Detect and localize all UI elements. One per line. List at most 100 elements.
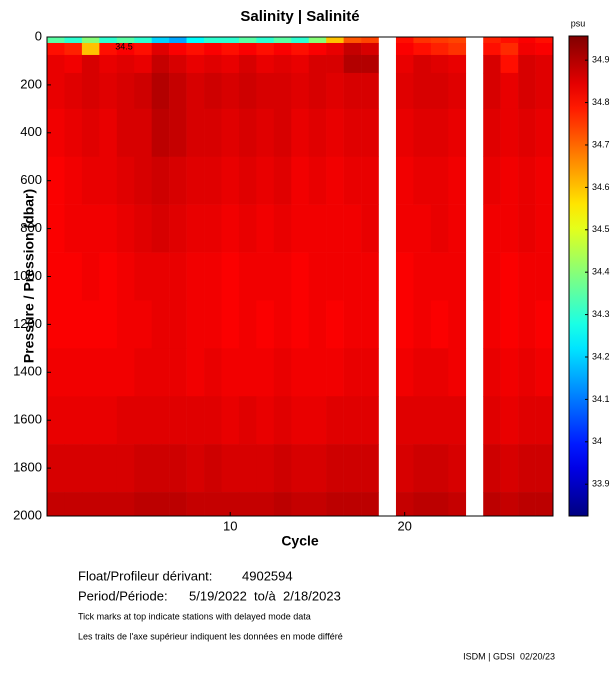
heatmap-cell bbox=[186, 156, 205, 205]
heatmap-cell bbox=[535, 204, 554, 253]
heatmap-cell bbox=[326, 204, 344, 253]
heatmap-cell bbox=[430, 42, 449, 56]
heatmap-cell bbox=[81, 54, 100, 74]
heatmap-cell bbox=[81, 37, 100, 44]
heatmap-cell bbox=[448, 492, 467, 517]
heatmap-cell bbox=[343, 396, 362, 445]
heatmap-cell bbox=[500, 42, 519, 56]
heatmap-cell bbox=[47, 444, 65, 493]
note-en: Tick marks at top indicate stations with… bbox=[78, 611, 311, 621]
heatmap-cell bbox=[169, 204, 187, 253]
heatmap-cell bbox=[483, 396, 501, 445]
note-fr: Les traits de l'axe supérieur indiquent … bbox=[78, 631, 343, 641]
heatmap-cell bbox=[361, 348, 379, 397]
heatmap-cell bbox=[395, 300, 414, 349]
heatmap-cell bbox=[151, 204, 170, 253]
y-tick-label: 600 bbox=[20, 172, 42, 187]
heatmap-cell bbox=[116, 156, 135, 205]
y-tick-label: 400 bbox=[20, 124, 42, 139]
heatmap-cell bbox=[308, 348, 327, 397]
credit: ISDM | GDSI 02/20/23 bbox=[463, 651, 555, 661]
heatmap-cell bbox=[343, 204, 362, 253]
heatmap-cell bbox=[395, 444, 414, 493]
heatmap-cell bbox=[47, 396, 65, 445]
heatmap-cell bbox=[221, 42, 240, 56]
heatmap-cell bbox=[430, 252, 449, 301]
heatmap-cell bbox=[116, 300, 135, 349]
heatmap-cell bbox=[518, 492, 536, 517]
heatmap-cell bbox=[448, 204, 467, 253]
heatmap-cell bbox=[535, 396, 554, 445]
heatmap-cell bbox=[308, 156, 327, 205]
heatmap-cell bbox=[500, 108, 519, 158]
heatmap-cell bbox=[343, 444, 362, 493]
heatmap-cell bbox=[291, 492, 310, 517]
heatmap-cell bbox=[308, 37, 327, 44]
heatmap-cell bbox=[500, 492, 519, 517]
period-label: Period/Période: bbox=[78, 588, 168, 603]
x-tick-label: 10 bbox=[223, 518, 237, 533]
plot-area bbox=[47, 37, 554, 517]
heatmap-cell bbox=[273, 54, 292, 74]
heatmap-cell bbox=[395, 204, 414, 253]
heatmap-cell bbox=[256, 444, 275, 493]
heatmap-cell bbox=[238, 492, 257, 517]
float-label: Float/Profileur dérivant: bbox=[78, 568, 212, 583]
heatmap-cell bbox=[448, 348, 467, 397]
heatmap-cell bbox=[238, 300, 257, 349]
heatmap-cell bbox=[204, 492, 222, 517]
heatmap-cell bbox=[361, 492, 379, 517]
heatmap-cell bbox=[238, 108, 257, 158]
heatmap-cell bbox=[308, 54, 327, 74]
heatmap-cell bbox=[64, 204, 83, 253]
heatmap-cell bbox=[238, 348, 257, 397]
heatmap-cell bbox=[186, 348, 205, 397]
heatmap-cell bbox=[535, 348, 554, 397]
heatmap-cell bbox=[518, 396, 536, 445]
heatmap-cell bbox=[204, 348, 222, 397]
heatmap-cell bbox=[343, 37, 362, 44]
heatmap-cell bbox=[116, 492, 135, 517]
heatmap-cell bbox=[169, 156, 187, 205]
heatmap-cell bbox=[221, 492, 240, 517]
heatmap-cell bbox=[500, 300, 519, 349]
heatmap-cell bbox=[47, 42, 65, 56]
heatmap-cell bbox=[430, 348, 449, 397]
heatmap-cell bbox=[413, 204, 432, 253]
heatmap-cell bbox=[221, 300, 240, 349]
heatmap-cell bbox=[308, 492, 327, 517]
heatmap-cell bbox=[413, 492, 432, 517]
heatmap-cell bbox=[448, 42, 467, 56]
heatmap-cell bbox=[395, 72, 414, 110]
heatmap-cell bbox=[326, 108, 344, 158]
heatmap-cell bbox=[326, 444, 344, 493]
heatmap-cell bbox=[204, 108, 222, 158]
heatmap-cell bbox=[500, 444, 519, 493]
heatmap-cell bbox=[134, 108, 152, 158]
heatmap-cell bbox=[204, 156, 222, 205]
y-tick-label: 800 bbox=[20, 220, 42, 235]
heatmap-cell bbox=[47, 72, 65, 110]
heatmap-cell bbox=[256, 108, 275, 158]
colorbar-label: psu bbox=[571, 18, 586, 28]
colorbar-tick-label: 33.9 bbox=[592, 479, 610, 489]
heatmap-cell bbox=[308, 444, 327, 493]
heatmap-cell bbox=[169, 37, 187, 44]
heatmap-cell bbox=[81, 204, 100, 253]
heatmap-cell bbox=[47, 252, 65, 301]
heatmap-cell bbox=[169, 54, 187, 74]
heatmap-cell bbox=[535, 54, 554, 74]
heatmap-cell bbox=[204, 72, 222, 110]
heatmap-cell bbox=[116, 204, 135, 253]
heatmap-cell bbox=[221, 72, 240, 110]
heatmap-cell bbox=[134, 42, 152, 56]
heatmap-cell bbox=[361, 252, 379, 301]
heatmap-cell bbox=[99, 252, 118, 301]
heatmap-cell bbox=[169, 492, 187, 517]
heatmap-cell bbox=[256, 492, 275, 517]
colorbar-tick-label: 34.4 bbox=[592, 267, 610, 277]
heatmap-cell bbox=[518, 72, 536, 110]
heatmap-cell bbox=[256, 37, 275, 44]
heatmap-cell bbox=[483, 54, 501, 74]
y-tick-label: 2000 bbox=[13, 507, 42, 522]
